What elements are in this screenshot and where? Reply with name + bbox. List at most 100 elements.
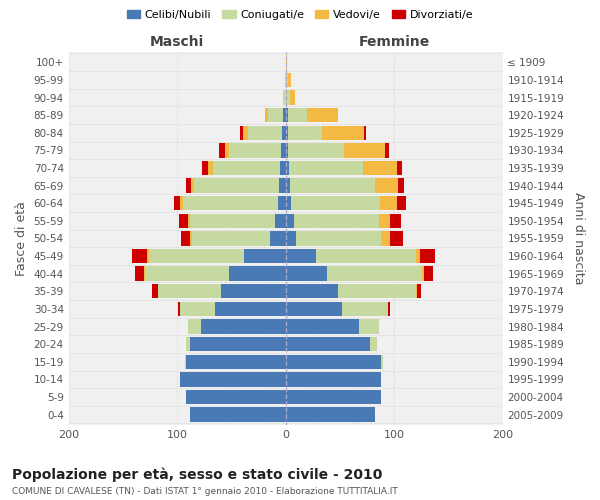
Bar <box>265 108 268 122</box>
Bar <box>179 214 188 228</box>
Text: Femmine: Femmine <box>358 35 430 49</box>
Bar <box>296 231 381 246</box>
Bar <box>286 72 288 87</box>
Bar <box>152 284 158 298</box>
Bar <box>181 231 190 246</box>
Bar <box>359 320 379 334</box>
Bar <box>248 126 283 140</box>
Bar <box>283 108 286 122</box>
Bar <box>178 302 181 316</box>
Bar <box>158 284 221 298</box>
Bar <box>229 266 286 281</box>
Bar <box>417 284 421 298</box>
Bar <box>186 390 286 404</box>
Bar <box>286 284 338 298</box>
Bar <box>397 196 406 210</box>
Bar <box>364 126 366 140</box>
Bar <box>268 108 283 122</box>
Bar <box>286 249 316 264</box>
Bar <box>193 231 271 246</box>
Bar <box>244 126 248 140</box>
Bar <box>208 161 213 175</box>
Bar <box>286 372 381 386</box>
Bar <box>181 372 286 386</box>
Bar <box>286 55 287 70</box>
Bar <box>185 354 186 369</box>
Bar <box>286 161 289 175</box>
Legend: Celibi/Nubili, Coniugati/e, Vedovi/e, Divorziati/e: Celibi/Nubili, Coniugati/e, Vedovi/e, Di… <box>122 6 478 25</box>
Bar <box>188 320 201 334</box>
Bar <box>288 143 344 158</box>
Bar <box>286 266 327 281</box>
Text: Maschi: Maschi <box>150 35 204 49</box>
Bar <box>182 196 278 210</box>
Bar <box>186 354 286 369</box>
Bar <box>190 231 193 246</box>
Bar <box>190 337 286 351</box>
Bar <box>307 108 338 122</box>
Bar <box>290 90 295 104</box>
Bar <box>143 266 145 281</box>
Bar <box>385 143 389 158</box>
Bar <box>286 354 381 369</box>
Bar <box>286 408 374 422</box>
Bar <box>286 90 290 104</box>
Bar <box>362 161 397 175</box>
Bar <box>194 178 279 193</box>
Bar <box>286 214 294 228</box>
Bar <box>338 284 416 298</box>
Bar <box>286 320 359 334</box>
Bar <box>288 72 291 87</box>
Bar <box>286 231 296 246</box>
Bar <box>278 196 286 210</box>
Bar <box>174 196 181 210</box>
Bar <box>186 337 190 351</box>
Bar <box>147 249 149 264</box>
Bar <box>283 126 286 140</box>
Bar <box>422 266 424 281</box>
Bar <box>390 214 401 228</box>
Bar <box>291 196 380 210</box>
Bar <box>271 231 286 246</box>
Bar <box>188 214 190 228</box>
Bar <box>145 266 229 281</box>
Bar <box>286 196 291 210</box>
Bar <box>240 126 244 140</box>
Bar <box>381 354 383 369</box>
Bar <box>388 302 390 316</box>
Text: COMUNE DI CAVALESE (TN) - Dati ISTAT 1° gennaio 2010 - Elaborazione TUTTITALIA.I: COMUNE DI CAVALESE (TN) - Dati ISTAT 1° … <box>12 488 398 496</box>
Bar <box>288 126 322 140</box>
Bar <box>190 408 286 422</box>
Bar <box>190 214 275 228</box>
Bar <box>424 266 433 281</box>
Bar <box>225 143 229 158</box>
Bar <box>229 143 281 158</box>
Bar <box>381 231 390 246</box>
Bar <box>286 178 290 193</box>
Bar <box>281 143 286 158</box>
Bar <box>131 249 147 264</box>
Bar <box>294 214 379 228</box>
Bar <box>286 143 288 158</box>
Bar <box>286 108 288 122</box>
Bar <box>286 302 342 316</box>
Bar <box>327 266 422 281</box>
Bar <box>221 284 286 298</box>
Bar <box>181 302 215 316</box>
Bar <box>279 178 286 193</box>
Bar <box>390 231 403 246</box>
Bar <box>398 178 404 193</box>
Bar <box>201 320 286 334</box>
Bar <box>191 178 194 193</box>
Text: Popolazione per età, sesso e stato civile - 2010: Popolazione per età, sesso e stato civil… <box>12 468 382 482</box>
Bar <box>220 143 225 158</box>
Bar <box>280 161 286 175</box>
Bar <box>322 126 364 140</box>
Bar <box>379 214 390 228</box>
Bar <box>289 161 362 175</box>
Bar <box>416 284 417 298</box>
Bar <box>284 72 286 87</box>
Bar <box>316 249 416 264</box>
Bar <box>380 196 397 210</box>
Bar <box>288 108 307 122</box>
